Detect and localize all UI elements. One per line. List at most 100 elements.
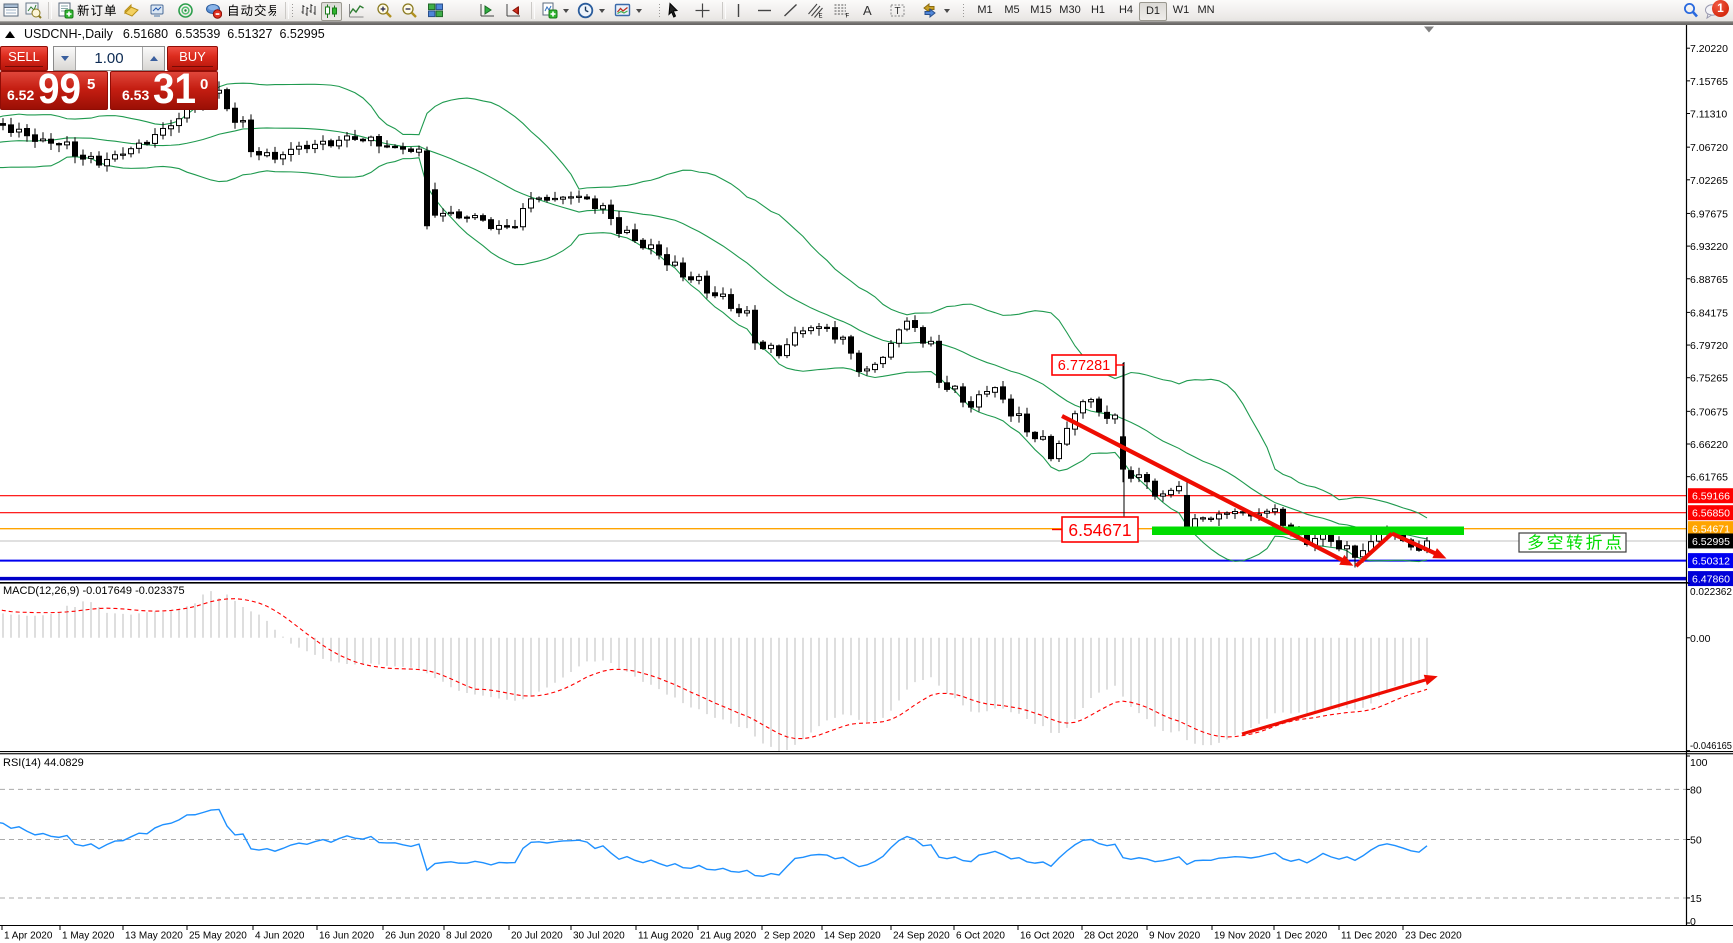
- date-tick-label: 16 Jun 2020: [319, 931, 374, 942]
- notification-badge[interactable]: 1: [1712, 0, 1729, 17]
- arrows-icon[interactable]: [920, 2, 939, 19]
- dropdown-caret-icon[interactable]: [633, 2, 642, 19]
- horizontal-level-lines: [0, 495, 1686, 581]
- buy-underline: [172, 66, 213, 67]
- timeframe-button-W1[interactable]: W1: [1172, 4, 1190, 16]
- text-label-icon[interactable]: T: [888, 2, 907, 19]
- buy-price-tile[interactable]: 6.53 31 0: [110, 65, 218, 113]
- price-callout-6.54671[interactable]: 6.54671: [1052, 516, 1139, 543]
- timeframe-button-M30[interactable]: M30: [1059, 4, 1081, 16]
- sell-price-small: 6.52: [7, 87, 35, 103]
- zoom-in-icon[interactable]: [375, 2, 394, 19]
- date-tick-label: 14 Sep 2020: [824, 931, 881, 942]
- dropdown-caret-icon[interactable]: [560, 2, 569, 19]
- svg-text:F: F: [846, 14, 850, 20]
- date-tick-label: 23 Dec 2020: [1405, 931, 1462, 942]
- auto-scroll-icon[interactable]: [478, 2, 497, 19]
- rsi-line: [0, 808, 1428, 877]
- price-tick-label: 7.15765: [1690, 76, 1728, 88]
- chart-shift-marker[interactable]: [1424, 26, 1434, 33]
- timeframe-button-D1[interactable]: D1: [1139, 1, 1167, 21]
- rsi-tick-label: 0: [1690, 916, 1696, 928]
- autotrading-label[interactable]: [226, 2, 276, 19]
- date-tick-label: 24 Sep 2020: [893, 931, 950, 942]
- profiles-icon[interactable]: [24, 2, 43, 19]
- volume-decrease-button[interactable]: [54, 47, 76, 70]
- svg-text:6.59166: 6.59166: [1692, 491, 1730, 503]
- macd-arrow[interactable]: [1241, 674, 1438, 736]
- chart-title: USDCNH-,Daily: [24, 27, 113, 41]
- price-callout-6.77281[interactable]: 6.77281: [1051, 354, 1124, 376]
- signals-icon[interactable]: [176, 2, 195, 19]
- candlestick-chart-icon[interactable]: [321, 2, 342, 21]
- bollinger-middle: [0, 127, 1428, 540]
- buy-price-small: 6.53: [122, 87, 150, 103]
- equidistant-channel-icon[interactable]: E: [806, 2, 825, 19]
- timeframe-button-M15[interactable]: M15: [1030, 4, 1052, 16]
- date-tick-label: 19 Nov 2020: [1214, 931, 1271, 942]
- strategy-tester-icon[interactable]: [148, 2, 167, 19]
- symbol-bar: USDCNH-,Daily 6.51680 6.53539 6.51327 6.529…: [2, 27, 332, 41]
- vertical-line-icon[interactable]: [729, 2, 748, 19]
- sell-price-tile[interactable]: 6.52 99 5: [0, 65, 108, 113]
- cursor-icon[interactable]: [664, 2, 683, 19]
- price-tick-label: 6.70675: [1690, 406, 1728, 418]
- svg-text:6.54671: 6.54671: [1068, 520, 1131, 540]
- horizontal-line-icon[interactable]: [755, 2, 774, 19]
- timeframe-button-M1[interactable]: M1: [977, 4, 993, 16]
- date-axis[interactable]: 1 Apr 2020 1 May 2020 13 May 2020 25 May 20…: [1, 926, 1462, 942]
- toolbar-separator: [531, 2, 535, 19]
- ohlc-high: 6.53539: [175, 27, 221, 41]
- search-icon[interactable]: [1681, 2, 1700, 19]
- dropdown-caret-icon[interactable]: [941, 2, 950, 19]
- line-chart-icon[interactable]: [347, 2, 366, 19]
- date-tick-label: 13 May 2020: [125, 931, 183, 942]
- timeframe-button-M5[interactable]: M5: [1004, 4, 1020, 16]
- new-order-icon[interactable]: [56, 2, 75, 19]
- trend-arrows[interactable]: [1061, 414, 1447, 568]
- price-level-label-6.54671: 6.54671: [1688, 521, 1733, 537]
- chart-shift-icon[interactable]: [504, 2, 523, 19]
- svg-text:6.77281: 6.77281: [1058, 358, 1110, 374]
- price-tick-label: 6.93220: [1690, 241, 1728, 253]
- bars-chart-icon[interactable]: [299, 2, 318, 19]
- trendline-icon[interactable]: [781, 2, 800, 19]
- toolbar: E F A T M1 M5 M15 M30 H1 H4 D1 W1 MN 1: [0, 0, 1733, 21]
- one-click-trading-panel: SELL 1.00 BUY 6.52 99 5 6.53 31 0: [0, 46, 218, 113]
- dropdown-caret-icon[interactable]: [596, 2, 605, 19]
- indicators-icon[interactable]: [540, 2, 559, 19]
- price-axis[interactable]: 7.20220 7.15765 7.11310 7.06720 7.02265 6.976…: [1686, 43, 1733, 928]
- price-level-label-6.47860: 6.47860: [1688, 571, 1733, 587]
- macd-label: MACD(12,26,9) -0.017649 -0.023375: [3, 585, 185, 597]
- zoom-out-icon[interactable]: [400, 2, 419, 19]
- text-icon[interactable]: A: [858, 2, 877, 19]
- toolbar-drag-handle: [962, 3, 965, 18]
- date-tick-label: 20 Jul 2020: [511, 931, 563, 942]
- cn-note-box[interactable]: [1518, 532, 1627, 553]
- date-tick-label: 30 Jul 2020: [573, 931, 625, 942]
- collapse-panel-icon[interactable]: [5, 30, 15, 38]
- timeframe-button-H1[interactable]: H1: [1090, 4, 1106, 16]
- fibonacci-icon[interactable]: F: [832, 2, 851, 19]
- new-order-label[interactable]: [76, 2, 116, 19]
- sell-button[interactable]: SELL: [0, 46, 48, 71]
- volume-increase-button[interactable]: [142, 47, 164, 70]
- price-tick-label: 6.75265: [1690, 373, 1728, 385]
- date-tick-label: 4 Jun 2020: [255, 931, 305, 942]
- chart-window-icon[interactable]: [2, 2, 21, 19]
- date-tick-label: 11 Dec 2020: [1341, 931, 1397, 942]
- timeframe-button-H4[interactable]: H4: [1118, 4, 1134, 16]
- rsi-tick-label: 80: [1690, 784, 1702, 796]
- autotrading-icon[interactable]: [204, 2, 223, 19]
- templates-icon[interactable]: [613, 2, 632, 19]
- volume-input[interactable]: 1.00: [94, 50, 124, 67]
- tile-windows-icon[interactable]: [426, 2, 445, 19]
- support-zone-band[interactable]: [1152, 526, 1464, 536]
- price-tick-label: 6.66220: [1690, 439, 1728, 451]
- buy-button[interactable]: BUY: [167, 46, 218, 71]
- crosshair-icon[interactable]: [693, 2, 712, 19]
- periods-icon[interactable]: [576, 2, 595, 19]
- timeframe-button-MN[interactable]: MN: [1197, 4, 1215, 16]
- metaeditor-icon[interactable]: [122, 2, 141, 19]
